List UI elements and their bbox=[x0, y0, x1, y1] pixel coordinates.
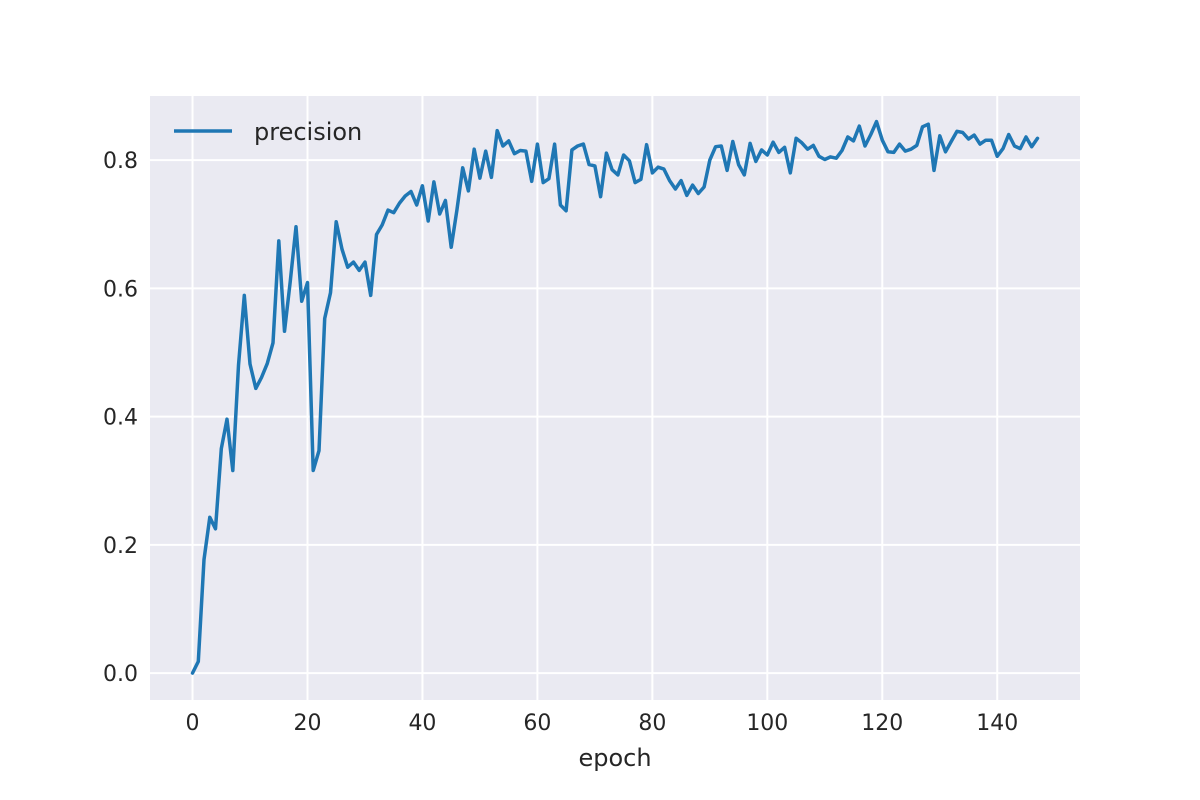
y-tick-label: 0.6 bbox=[103, 277, 138, 302]
x-tick-labels: 0 20 40 60 80 100 120 140 bbox=[186, 711, 1019, 736]
x-tick-label: 120 bbox=[861, 711, 903, 736]
x-tick-label: 40 bbox=[408, 711, 436, 736]
y-tick-label: 0.2 bbox=[103, 534, 138, 559]
legend-label-precision: precision bbox=[254, 118, 362, 146]
legend: precision bbox=[174, 118, 362, 146]
y-tick-labels: 0.0 0.2 0.4 0.6 0.8 bbox=[103, 149, 138, 687]
x-axis-label: epoch bbox=[578, 744, 651, 772]
y-tick-label: 0.0 bbox=[103, 662, 138, 687]
x-tick-label: 80 bbox=[638, 711, 666, 736]
x-tick-label: 140 bbox=[976, 711, 1018, 736]
series-lines bbox=[190, 119, 1040, 675]
x-tick-label: 60 bbox=[523, 711, 551, 736]
x-tick-label: 20 bbox=[293, 711, 321, 736]
y-tick-label: 0.8 bbox=[103, 149, 138, 174]
x-tick-label: 100 bbox=[746, 711, 788, 736]
y-tick-label: 0.4 bbox=[103, 406, 138, 431]
plot-area bbox=[150, 96, 1080, 700]
series-line-precision bbox=[190, 119, 1040, 675]
x-tick-label: 0 bbox=[186, 711, 200, 736]
